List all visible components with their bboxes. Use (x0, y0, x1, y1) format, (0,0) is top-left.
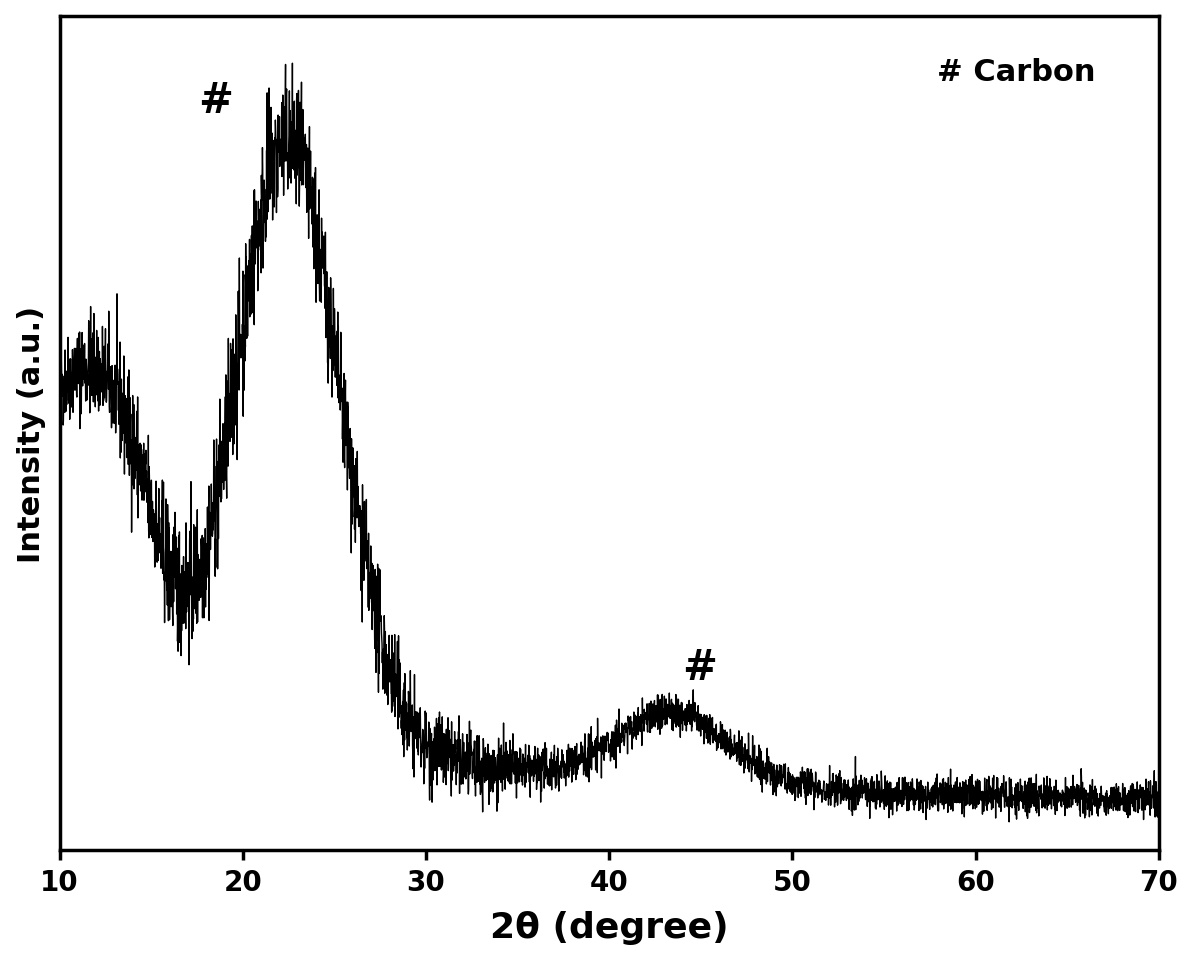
X-axis label: 2θ (degree): 2θ (degree) (490, 910, 729, 945)
Y-axis label: Intensity (a.u.): Intensity (a.u.) (17, 306, 45, 562)
Text: #: # (198, 80, 233, 122)
Text: #: # (682, 646, 717, 688)
Text: # Carbon: # Carbon (937, 59, 1096, 87)
